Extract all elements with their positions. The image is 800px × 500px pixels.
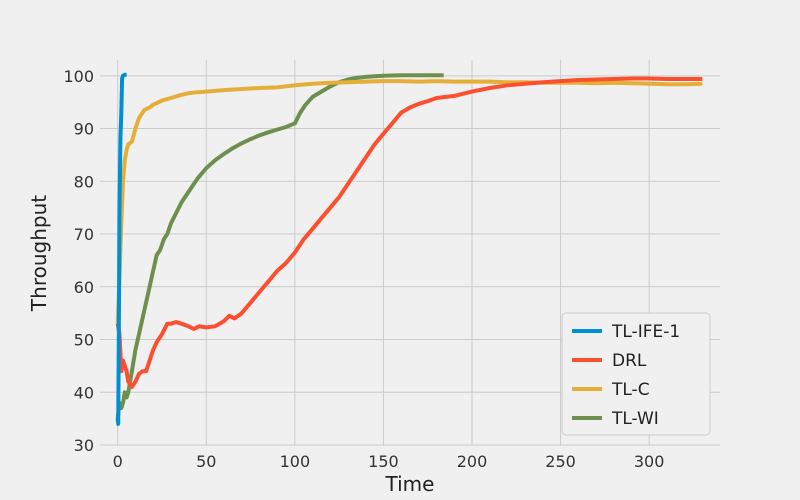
y-tick-label: 30	[74, 436, 94, 455]
x-axis-label: Time	[385, 472, 435, 496]
y-tick-label: 70	[74, 225, 94, 244]
x-tick-label: 200	[457, 452, 488, 471]
x-tick-label: 150	[368, 452, 399, 471]
series-line-tl-ife-1	[115, 72, 127, 426]
x-tick-label: 100	[280, 452, 311, 471]
y-tick-label: 40	[74, 383, 94, 402]
series-line-tl-wi	[115, 73, 444, 419]
x-tick-label: 250	[545, 452, 576, 471]
x-tick-label: 50	[196, 452, 216, 471]
y-tick-label: 100	[63, 67, 94, 86]
tick-labels: 0 50 100 150 200 250 300 30 40 50 60 70 80 90 100	[63, 67, 664, 471]
legend-label-tl-c: TL-C	[611, 380, 650, 400]
y-tick-label: 90	[74, 120, 94, 139]
legend-label-tl-wi: TL-WI	[611, 409, 659, 429]
x-tick-label: 0	[113, 452, 123, 471]
legend: TL-IFE-1 DRL TL-C TL-WI	[561, 312, 711, 436]
y-tick-label: 60	[74, 278, 94, 297]
y-tick-label: 50	[74, 331, 94, 350]
series-lines	[115, 72, 703, 426]
legend-entries: TL-IFE-1 DRL TL-C TL-WI	[572, 322, 680, 429]
legend-label-drl: DRL	[612, 351, 647, 371]
legend-box	[561, 312, 711, 436]
x-tick-label: 300	[634, 452, 665, 471]
legend-label-tl-ife-1: TL-IFE-1	[611, 322, 680, 342]
y-tick-label: 80	[74, 172, 94, 191]
y-axis-label: Throughput	[27, 195, 51, 312]
series-line-drl	[115, 76, 703, 389]
